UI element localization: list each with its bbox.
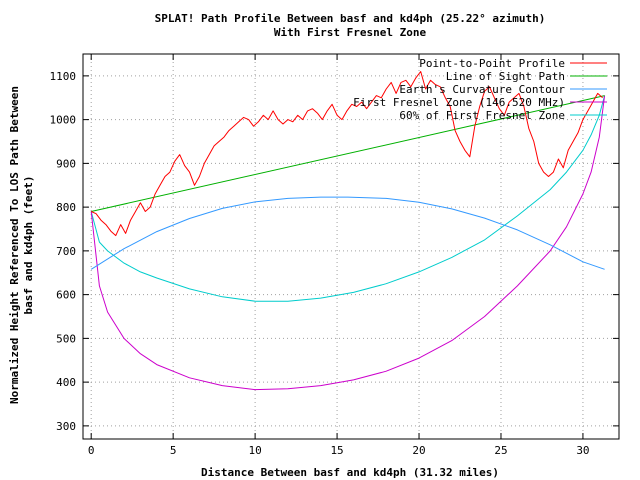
- plot-frame: [82, 53, 620, 440]
- x-tick-label: 10: [248, 444, 261, 457]
- series-line-line-of-sight-path: [91, 95, 605, 212]
- x-axis-label: Distance Between basf and kd4ph (31.32 m…: [201, 466, 499, 479]
- y-tick-label: 1100: [50, 70, 77, 83]
- y-tick-label: 600: [56, 289, 76, 302]
- axis-ticks: 0 5 10 15 20 25 30 300 400 500 600 700 800 900 1000 110…: [50, 54, 619, 457]
- series-line-first-fresnel-zone-146-520-mhz: [90, 95, 606, 391]
- y-tick-label: 400: [56, 376, 76, 389]
- chart-subtitle: With First Fresnel Zone: [274, 26, 427, 39]
- y-tick-label: 700: [56, 245, 76, 258]
- x-tick-label: 20: [412, 444, 425, 457]
- x-tick-label: 5: [170, 444, 177, 457]
- x-tick-label: 30: [576, 444, 589, 457]
- series-line-earth-s-curvature-contour: [90, 196, 605, 270]
- legend-label: 60% of First Fresnel Zone: [399, 109, 565, 122]
- legend-label: Earth's Curvature Contour: [399, 83, 565, 96]
- series-line-60-of-first-fresnel-zone: [90, 95, 606, 302]
- y-axis-label-line1: Normalized Height Referenced To LOS Path…: [8, 86, 21, 404]
- series-layer: [90, 71, 606, 391]
- legend-label: First Fresnel Zone (146.520 MHz): [353, 96, 565, 109]
- y-tick-label: 1000: [50, 114, 77, 127]
- y-tick-label: 300: [56, 420, 76, 433]
- x-tick-label: 15: [330, 444, 343, 457]
- grid-lines: [83, 54, 619, 439]
- y-tick-label: 800: [56, 201, 76, 214]
- y-tick-label: 900: [56, 157, 76, 170]
- series-line-point-to-point-profile: [90, 71, 603, 237]
- x-tick-label: 0: [88, 444, 95, 457]
- y-tick-label: 500: [56, 332, 76, 345]
- y-axis-label-line2: basf and kd4ph (feet): [22, 175, 35, 314]
- legend-label: Point-to-Point Profile: [419, 57, 565, 70]
- chart-title: SPLAT! Path Profile Between basf and kd4…: [155, 12, 546, 25]
- legend-label: Line of Sight Path: [446, 70, 565, 83]
- x-tick-label: 25: [494, 444, 507, 457]
